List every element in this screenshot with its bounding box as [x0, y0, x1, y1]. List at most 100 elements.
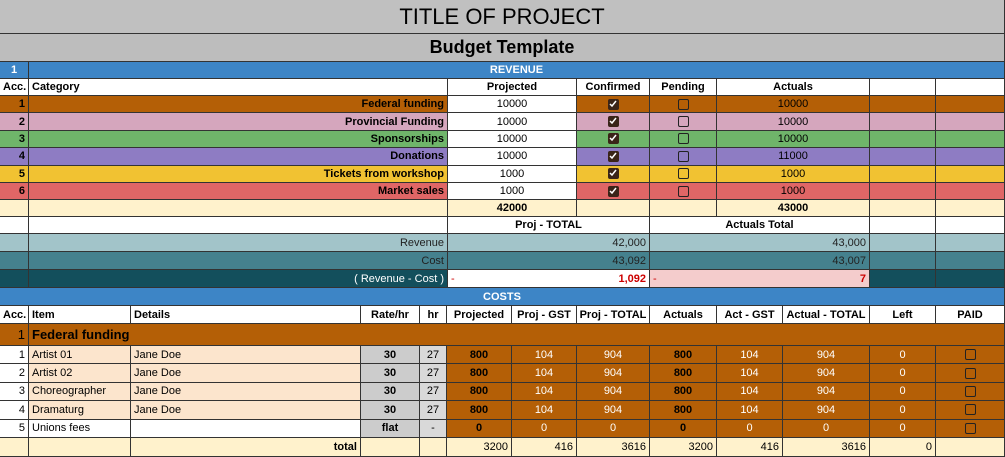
- sign: -: [653, 272, 657, 285]
- checkbox[interactable]: [964, 349, 976, 361]
- column-header: Acc.: [0, 306, 29, 324]
- checkbox[interactable]: [964, 422, 976, 434]
- cell: [870, 113, 936, 131]
- paid-cell: [936, 382, 1005, 402]
- total: 43000: [717, 200, 870, 217]
- cell: 104: [512, 364, 577, 383]
- cell: 4: [0, 148, 29, 166]
- cell: 800: [650, 346, 717, 365]
- cell: [420, 438, 447, 457]
- column-header: Details: [131, 306, 361, 324]
- cell: 3: [0, 130, 29, 149]
- cell: [577, 200, 650, 217]
- cell: 1000: [717, 183, 870, 201]
- cell: 5: [0, 165, 29, 183]
- cell: 1000: [717, 165, 870, 183]
- cell: [870, 165, 936, 183]
- checkbox[interactable]: [677, 185, 689, 197]
- cell: Dramaturg: [29, 401, 131, 420]
- cell: Jane Doe: [131, 382, 361, 402]
- cell: 904: [783, 364, 870, 383]
- paid-cell: [936, 419, 1005, 438]
- checkbox[interactable]: [677, 116, 689, 128]
- confirmed-cell: [577, 130, 650, 149]
- total: 3200: [650, 438, 717, 457]
- cell: [0, 270, 29, 288]
- checkbox[interactable]: [607, 133, 619, 145]
- cell: 0: [870, 419, 936, 438]
- cell: 104: [717, 401, 783, 420]
- subtitle: Budget Template: [0, 34, 1005, 62]
- cell: [936, 165, 1005, 183]
- column-header: Category: [29, 79, 448, 96]
- cell: 1: [0, 96, 29, 114]
- cell: [936, 148, 1005, 166]
- sign: -: [451, 272, 455, 285]
- checkbox[interactable]: [607, 98, 619, 110]
- cell: 10000: [448, 113, 577, 131]
- cell: [870, 234, 936, 252]
- column-header: [870, 79, 936, 96]
- cell: 800: [447, 364, 512, 383]
- cell: flat: [361, 419, 420, 438]
- checkbox[interactable]: [607, 185, 619, 197]
- cell: 30: [361, 382, 420, 402]
- checkbox[interactable]: [964, 367, 976, 379]
- cell: [131, 419, 361, 438]
- cell: 0: [577, 419, 650, 438]
- checkbox[interactable]: [607, 150, 619, 162]
- section-title: COSTS: [0, 288, 1005, 306]
- column-header: Acc.: [0, 79, 29, 96]
- cell: [870, 130, 936, 149]
- cell: 27: [420, 382, 447, 402]
- cell: 0: [447, 419, 512, 438]
- cell: [936, 113, 1005, 131]
- cell: Choreographer: [29, 382, 131, 402]
- cell: 27: [420, 346, 447, 365]
- checkbox[interactable]: [607, 168, 619, 180]
- summary-label: Revenue: [29, 234, 448, 252]
- group-name: Federal funding: [29, 324, 1005, 346]
- cell: [870, 183, 936, 201]
- column-header: PAID: [936, 306, 1005, 324]
- column-header: Projected: [447, 306, 512, 324]
- value: 7: [859, 272, 866, 285]
- cell: 3: [0, 382, 29, 402]
- checkbox[interactable]: [677, 168, 689, 180]
- total: 3616: [783, 438, 870, 457]
- cell: 5: [0, 419, 29, 438]
- cell: 6: [0, 183, 29, 201]
- cell: 30: [361, 364, 420, 383]
- confirmed-cell: [577, 183, 650, 201]
- cell: 10000: [448, 148, 577, 166]
- cell: [870, 148, 936, 166]
- cell: [0, 234, 29, 252]
- cell: [29, 438, 131, 457]
- cell: Market sales: [29, 183, 448, 201]
- title: TITLE OF PROJECT: [0, 0, 1005, 34]
- pending-cell: [650, 148, 717, 166]
- check-icon: [608, 169, 617, 177]
- checkbox[interactable]: [677, 98, 689, 110]
- confirmed-cell: [577, 113, 650, 131]
- summary-value: -7: [650, 270, 870, 288]
- column-header: Act - GST: [717, 306, 783, 324]
- cell: [0, 217, 29, 234]
- cell: 0: [870, 364, 936, 383]
- checkbox[interactable]: [677, 133, 689, 145]
- cell: Tickets from workshop: [29, 165, 448, 183]
- checkbox[interactable]: [964, 385, 976, 397]
- cell: [870, 217, 936, 234]
- checkbox[interactable]: [607, 116, 619, 128]
- summary-label: Cost: [29, 252, 448, 270]
- cell: 904: [783, 401, 870, 420]
- cell: 10000: [448, 130, 577, 149]
- checkbox[interactable]: [677, 150, 689, 162]
- cell: 0: [717, 419, 783, 438]
- cell: 2: [0, 113, 29, 131]
- checkbox[interactable]: [964, 404, 976, 416]
- cell: 800: [650, 401, 717, 420]
- column-header: hr: [420, 306, 447, 324]
- check-icon: [608, 187, 617, 194]
- cell: Jane Doe: [131, 346, 361, 365]
